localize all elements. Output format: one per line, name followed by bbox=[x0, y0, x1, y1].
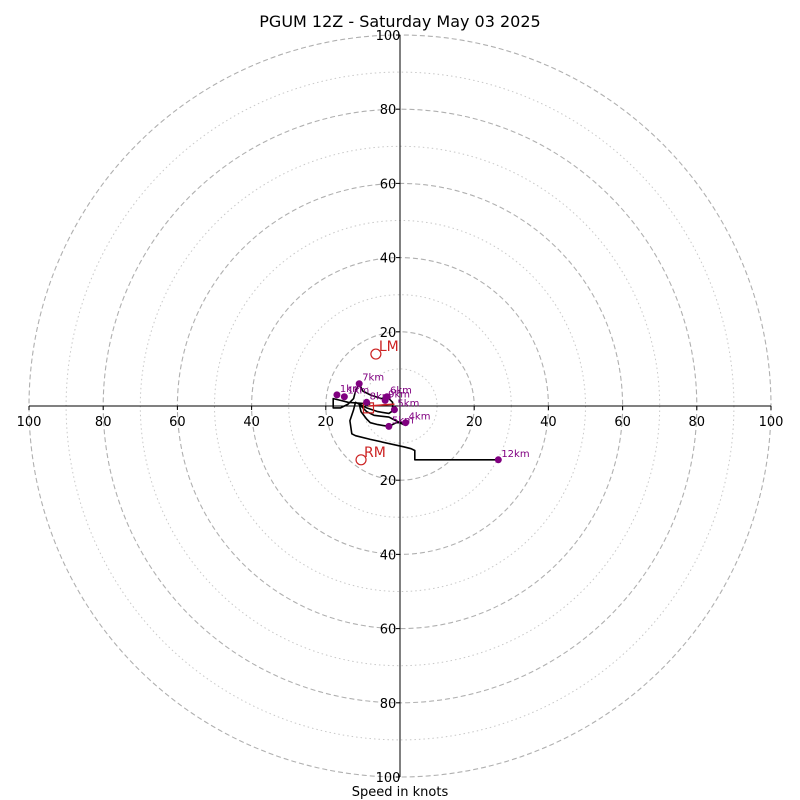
x-tick-label: 40 bbox=[540, 415, 557, 430]
height-marker bbox=[390, 406, 398, 414]
tick-labels: 100 80 60 40 20 20 40 60 80 100 100 80 60 40 20 20 40 60 8… bbox=[17, 29, 784, 786]
y-tick-label: 20 bbox=[380, 474, 397, 489]
y-tick-label: 100 bbox=[376, 29, 401, 44]
height-marker-label: 8km bbox=[370, 391, 392, 402]
height-marker-label: 12km bbox=[501, 449, 529, 460]
left-mover-label: LM bbox=[379, 339, 399, 355]
height-marker bbox=[355, 380, 363, 388]
height-marker-label: 9km bbox=[388, 389, 410, 400]
shear-vector bbox=[368, 403, 395, 407]
x-tick-label: 60 bbox=[169, 415, 186, 430]
x-tick-label: 20 bbox=[466, 415, 483, 430]
y-tick-label: 60 bbox=[380, 177, 397, 192]
hodograph-trace bbox=[332, 382, 499, 461]
height-marker-label: 1km bbox=[340, 384, 362, 395]
height-marker-label: 1km bbox=[347, 386, 369, 397]
y-tick-label: 60 bbox=[380, 623, 397, 638]
right-mover-marker bbox=[355, 454, 367, 466]
y-tick-label: 40 bbox=[380, 548, 397, 563]
right-mover-label: RM bbox=[364, 445, 386, 461]
x-tick-label: 20 bbox=[318, 415, 335, 430]
height-marker-label: 4km bbox=[409, 412, 431, 423]
height-marker-label: 7km bbox=[362, 373, 384, 384]
height-marker bbox=[385, 422, 393, 430]
storm-motion: LM RM bbox=[355, 339, 399, 466]
x-tick-label: 80 bbox=[689, 415, 706, 430]
y-tick-label: 40 bbox=[380, 252, 397, 267]
y-tick-label: 20 bbox=[380, 326, 397, 341]
height-marker-label: 6km bbox=[390, 386, 412, 397]
x-tick-label: 60 bbox=[614, 415, 631, 430]
height-marker bbox=[494, 456, 502, 464]
x-tick-label: 40 bbox=[243, 415, 260, 430]
height-marker bbox=[402, 419, 410, 427]
height-marker bbox=[381, 396, 389, 404]
left-mover-marker bbox=[370, 348, 382, 360]
height-marker-label: 5km bbox=[392, 415, 414, 426]
x-axis-label: Speed in knots bbox=[352, 785, 449, 800]
height-marker bbox=[340, 393, 348, 401]
x-tick-label: 100 bbox=[759, 415, 784, 430]
chart-title: PGUM 12Z - Saturday May 03 2025 bbox=[259, 12, 540, 31]
height-marker-label: 5km bbox=[397, 399, 419, 410]
height-marker bbox=[333, 391, 341, 399]
axes bbox=[29, 35, 771, 777]
x-tick-label: 80 bbox=[95, 415, 112, 430]
y-tick-label: 80 bbox=[380, 697, 397, 712]
y-tick-label: 100 bbox=[376, 771, 401, 786]
y-tick-label: 80 bbox=[380, 103, 397, 118]
x-tick-label: 100 bbox=[17, 415, 42, 430]
height-marker bbox=[363, 398, 371, 406]
hodograph-line bbox=[332, 382, 499, 461]
